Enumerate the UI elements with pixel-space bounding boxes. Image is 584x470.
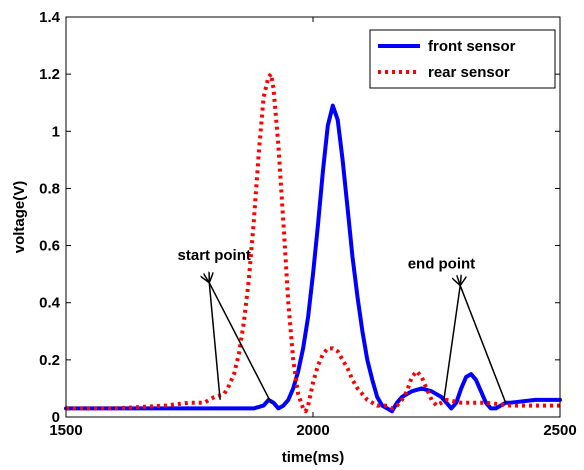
annotation-arrow-start-point	[209, 283, 221, 400]
annotation-label-end-point: end point	[408, 255, 476, 272]
x-axis-title: time(ms)	[282, 449, 345, 466]
legend: front sensor rear sensor	[369, 29, 556, 89]
x-tick-label: 1500	[49, 422, 82, 439]
y-tick-label: 0.4	[39, 295, 61, 312]
x-tick-label: 2000	[296, 422, 329, 439]
annotation-label-start-point: start point	[178, 247, 251, 264]
y-tick-label: 1.4	[39, 9, 61, 26]
annotation-arrow-end-point	[443, 286, 460, 400]
legend-box	[369, 29, 556, 89]
annotations: start point end point	[178, 247, 507, 404]
y-tick-label: 0.8	[39, 180, 60, 197]
y-tick-label: 0	[52, 409, 60, 426]
y-tick-label: 0.6	[39, 238, 60, 255]
annotation-arrow-start-point	[209, 283, 272, 404]
series-line-rear-sensor	[66, 72, 560, 414]
legend-label-rear-sensor: rear sensor	[428, 64, 510, 81]
series-line-front-sensor	[64, 103, 562, 414]
x-tick-label: 2500	[543, 422, 576, 439]
y-axis-title: voltage(V)	[11, 181, 28, 254]
annotation-arrow-end-point	[460, 286, 507, 403]
y-tick-label: 1.2	[39, 66, 60, 83]
legend-label-front-sensor: front sensor	[428, 38, 516, 55]
y-tick-label: 0.2	[39, 352, 60, 369]
plot-area	[64, 72, 562, 414]
axes: 1500 2000 2500 0 0.2 0.4 0.6 0.8 1 1.2 1.4	[39, 9, 577, 439]
y-tick-label: 1	[52, 123, 60, 140]
